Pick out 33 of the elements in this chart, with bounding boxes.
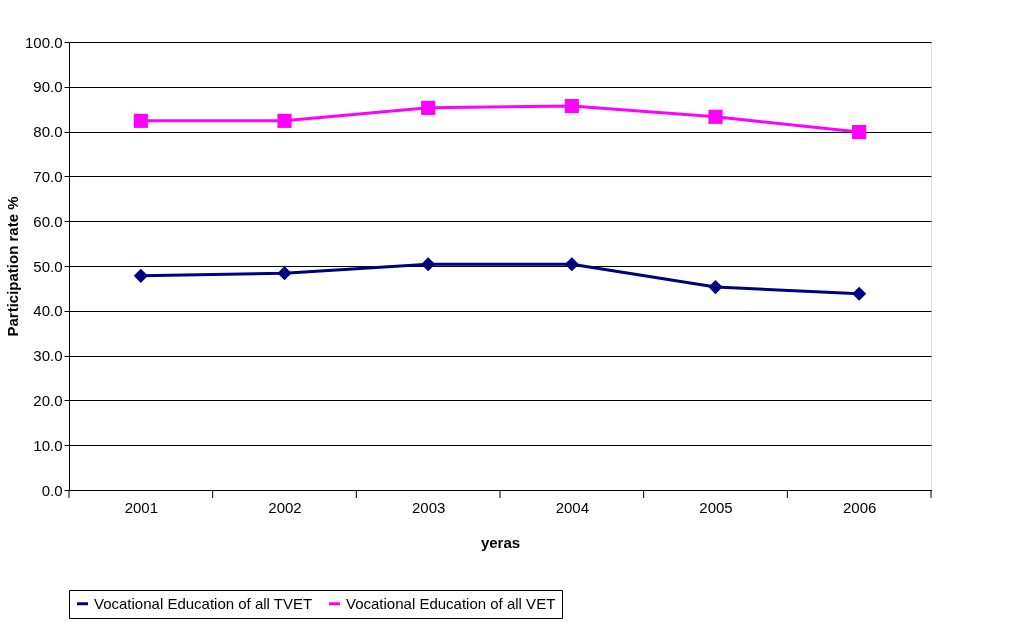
point — [277, 266, 292, 281]
x-tick-label: 2003 — [411, 498, 446, 516]
point — [133, 113, 148, 128]
point — [852, 124, 867, 140]
point — [421, 100, 436, 115]
point — [421, 257, 436, 272]
y-tick-label: 0.0 — [41, 481, 63, 499]
y-tick-label: 50.0 — [33, 257, 63, 275]
x-tick-label: 2001 — [124, 498, 159, 516]
point — [708, 279, 723, 295]
x-tick-label: 2002 — [268, 498, 302, 516]
legend-label: Vocational Education of all TVET — [94, 594, 313, 612]
legend-label: Vocational Education of all VET — [346, 594, 556, 612]
point — [852, 286, 867, 301]
point — [277, 113, 292, 128]
point — [133, 268, 148, 283]
y-tick-label: 40.0 — [33, 302, 63, 320]
point — [564, 98, 579, 114]
y-tick-label: 80.0 — [33, 123, 63, 141]
point — [708, 109, 723, 124]
y-tick-label: 30.0 — [33, 347, 63, 365]
y-tick-label: 60.0 — [33, 212, 63, 230]
y-tick-label: 100.0 — [24, 33, 63, 51]
point — [564, 257, 579, 272]
x-tick-label: 2004 — [555, 498, 590, 516]
y-tick-label: 10.0 — [33, 436, 63, 454]
y-axis-title: Participation rate % — [3, 196, 21, 337]
x-tick-label: 2006 — [842, 498, 877, 516]
y-tick-label: 20.0 — [33, 391, 63, 409]
y-tick-label: 90.0 — [33, 78, 63, 96]
y-tick-label: 70.0 — [33, 167, 63, 185]
x-axis-title: yeras — [480, 533, 521, 551]
x-tick-label: 2005 — [699, 498, 733, 516]
